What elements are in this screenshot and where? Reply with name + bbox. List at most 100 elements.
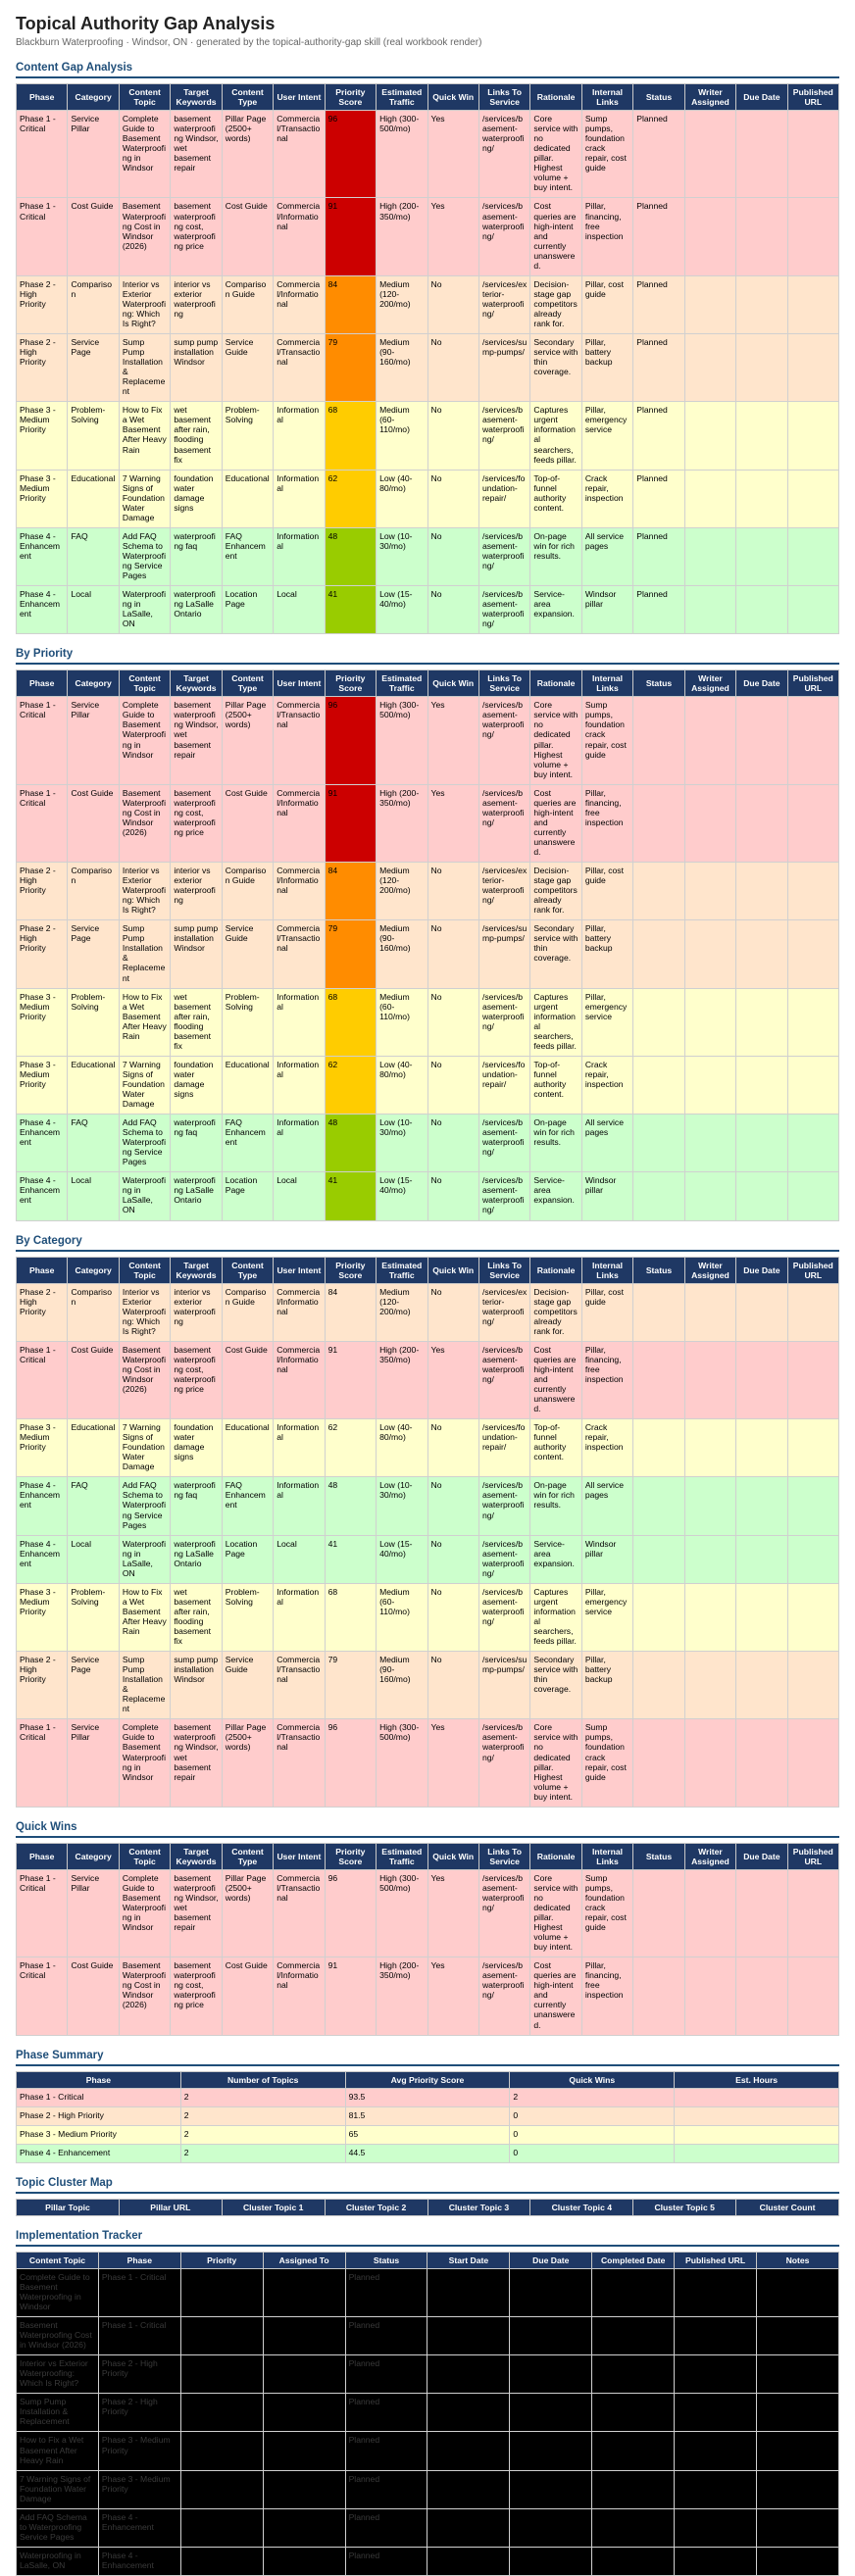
table-cell: 41 [324,1171,377,1221]
table-cell [509,2507,593,2548]
table-cell: Cost Guide [67,783,120,864]
table-cell: foundation water damage signs [170,469,223,528]
table-cell [786,1055,840,1115]
table-cell [786,862,840,921]
table-cell: 2 [179,2124,346,2145]
table-cell: 96 [324,1868,377,1958]
table-cell: Local [273,585,326,635]
column-header: Quick Win [427,669,479,698]
table-row: Phase 2 - High Priority Comparison Interio… [15,862,840,921]
table-cell: No [427,585,479,635]
table-cell [683,333,737,403]
table-cell: Sump pumps, foundation crack repair, cos… [580,1718,634,1808]
table-cell: Phase 3 - Medium Priority [16,2124,181,2145]
table-cell: No [427,274,479,335]
table-cell: Waterproofing in LaSalle, ON [118,1171,172,1221]
table-cell: No [427,862,479,921]
table-row: Phase 4 - Enhancement Local Waterproofing … [15,1171,840,1221]
table-cell: High (200-350/mo) [376,1957,428,2036]
table-cell [786,110,840,199]
table-cell: Phase 2 - High Priority [16,2105,181,2126]
table-cell: Pillar, emergency service [580,987,634,1057]
table-cell [683,526,737,587]
table-cell [632,1582,685,1653]
table-cell [683,1718,737,1808]
table-cell: Informational [273,1582,326,1653]
column-header: Internal Links [580,669,634,698]
table-cell: Complete Guide to Basement Waterproofing… [118,696,172,785]
table-cell: Pillar, cost guide [580,1282,634,1342]
column-header: Cluster Topic 1 [221,2198,326,2216]
table-cell: /services/exterior-waterproofing/ [478,1282,531,1342]
table-cell: Cost Guide [67,197,120,276]
table-cell: Low (10-30/mo) [376,1476,428,1536]
table-cell: Phase 3 - Medium Priority [15,401,69,471]
column-header: Priority [179,2251,264,2269]
column-header: Estimated Traffic [376,669,428,698]
table-cell: Phase 1 - Critical [15,197,69,276]
column-header: Status [344,2251,428,2269]
column-header: Priority Score [324,1256,377,1284]
table-cell [674,2354,758,2395]
table-cell: 91 [324,783,377,864]
table-cell [683,1476,737,1536]
column-header: Cluster Count [735,2198,839,2216]
table-cell [632,1476,685,1536]
table-cell: 48 [324,1114,377,1173]
table-cell [674,2124,839,2145]
table-cell: 62 [324,1055,377,1115]
table-cell [683,987,737,1057]
table-cell: basement waterproofing cost, waterproofi… [170,1957,223,2036]
column-header: Pillar URL [118,2198,223,2216]
header-row: Pillar Topic Pillar URL Cluster Topic 1 Clu… [16,2198,839,2216]
table-cell: Commercial/Informational [273,783,326,864]
table-cell: Problem-Solving [67,401,120,471]
table-cell [786,401,840,471]
column-header: Published URL [786,1256,840,1284]
column-header: Target Keywords [170,1842,223,1870]
column-header: Due Date [735,82,788,112]
table-cell [786,783,840,864]
table-cell [735,1957,788,2036]
table-cell [509,2267,593,2318]
table-cell: Planned [632,585,685,635]
table-cell: 96 [324,696,377,785]
table-cell: Problem-Solving [221,987,275,1057]
table-cell [591,2431,676,2471]
table-cell [683,1582,737,1653]
column-header: Estimated Traffic [376,1842,428,1870]
table-cell: Cost queries are high-intent and current… [529,197,582,276]
table-cell: 79 [324,919,377,989]
table-cell: Comparison Guide [221,274,275,335]
table-cell: Secondary service with thin coverage. [529,1651,582,1720]
column-header: Writer Assigned [683,82,737,112]
table-cell: Phase 4 - Enhancement [15,1171,69,1221]
table-cell [786,1651,840,1720]
table-cell: Service Guide [221,333,275,403]
table-cell [632,1114,685,1173]
table-cell: Add FAQ Schema to Waterproofing Service … [118,1476,172,1536]
table-cell: Planned [344,2316,428,2356]
table-cell [683,919,737,989]
table-cell [683,1282,737,1342]
table-cell: waterproofing LaSalle Ontario [170,1534,223,1584]
column-header: User Intent [273,1256,326,1284]
table-cell: 96 [324,1718,377,1808]
table-cell [683,110,737,199]
table-cell [756,2469,839,2509]
table-cell: 84 [324,1282,377,1342]
table-cell: Planned [632,401,685,471]
table-cell [756,2393,839,2433]
table-cell [674,2105,839,2126]
table-cell [735,1651,788,1720]
table-cell [591,2546,676,2576]
table-cell [632,987,685,1057]
table-cell: 44.5 [344,2143,511,2163]
table-cell: Phase 4 - Enhancement [97,2507,181,2548]
table-cell: Top-of-funnel authority content. [529,1418,582,1478]
sections: Content Gap Analysis Phase Category Content… [15,62,840,2576]
table-cell: foundation water damage signs [170,1055,223,1115]
column-header: Internal Links [580,82,634,112]
table-cell: /services/basement-waterproofing/ [478,585,531,635]
column-header: Phase [15,669,69,698]
